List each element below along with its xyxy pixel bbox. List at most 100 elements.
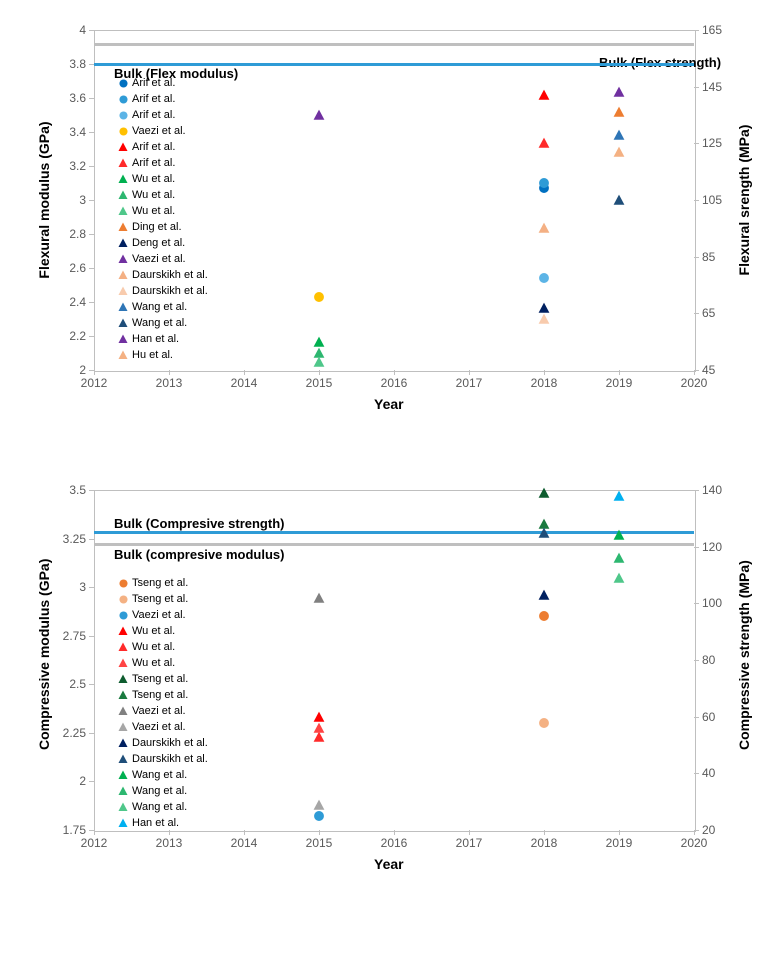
legend-label: Deng et al. [132, 237, 185, 249]
legend-label: Daurskikh et al. [132, 285, 208, 297]
data-point [313, 592, 325, 604]
legend-item: Wang et al. [114, 767, 208, 783]
data-point [538, 313, 550, 325]
legend-label: Wang et al. [132, 801, 187, 813]
legend-item: Arif et al. [114, 75, 208, 91]
legend-item: Arif et al. [114, 139, 208, 155]
yl-tick-label: 2.6 [69, 261, 86, 275]
legend-item: Wu et al. [114, 655, 208, 671]
data-point [313, 711, 325, 723]
legend-label: Wang et al. [132, 317, 187, 329]
legend-marker-icon [114, 611, 132, 620]
x-tick-label: 2014 [231, 376, 258, 390]
yr-tick-label: 120 [702, 540, 722, 554]
legend-label: Tseng et al. [132, 593, 188, 605]
x-tick-label: 2013 [156, 376, 183, 390]
legend-marker-icon [114, 158, 132, 168]
x-tick-label: 2015 [306, 376, 333, 390]
data-point [613, 572, 625, 584]
legend-label: Arif et al. [132, 109, 175, 121]
legend-item: Wu et al. [114, 187, 208, 203]
data-point [538, 302, 550, 314]
legend-marker-icon [114, 302, 132, 312]
legend-label: Wang et al. [132, 769, 187, 781]
yl-tick-label: 2.4 [69, 295, 86, 309]
legend-label: Daurskikh et al. [132, 753, 208, 765]
y-right-axis-label: Compressive strength (MPa) [736, 570, 752, 750]
x-tick-label: 2019 [606, 836, 633, 850]
legend-marker-icon [114, 238, 132, 248]
data-point [539, 718, 550, 729]
yl-tick-label: 3.6 [69, 91, 86, 105]
legend-item: Wu et al. [114, 203, 208, 219]
legend-label: Arif et al. [132, 77, 175, 89]
data-point [538, 89, 550, 101]
legend-label: Tseng et al. [132, 577, 188, 589]
legend-item: Han et al. [114, 331, 208, 347]
legend: Tseng et al. Tseng et al. Vaezi et al. Wu e… [114, 575, 208, 831]
x-tick-label: 2019 [606, 376, 633, 390]
legend-item: Ding et al. [114, 219, 208, 235]
legend-label: Tseng et al. [132, 689, 188, 701]
data-point [314, 291, 325, 302]
legend-label: Tseng et al. [132, 673, 188, 685]
legend-marker-icon [114, 595, 132, 604]
yl-tick-label: 2.5 [69, 677, 86, 691]
reference-label: Bulk (compresive modulus) [114, 547, 284, 562]
yl-tick-label: 3.2 [69, 159, 86, 173]
legend-marker-icon [114, 318, 132, 328]
legend-marker-icon [114, 770, 132, 780]
legend-item: Daurskikh et al. [114, 267, 208, 283]
legend-label: Vaezi et al. [132, 609, 186, 621]
legend-marker-icon [114, 95, 132, 104]
x-tick-label: 2016 [381, 836, 408, 850]
legend-item: Wu et al. [114, 623, 208, 639]
legend-marker-icon [114, 722, 132, 732]
yr-tick-label: 100 [702, 596, 722, 610]
legend-marker-icon [114, 254, 132, 264]
legend-item: Daurskikh et al. [114, 751, 208, 767]
legend: Arif et al.Arif et al.Arif et al.Vaezi e… [114, 75, 208, 363]
x-tick-label: 2015 [306, 836, 333, 850]
legend-marker-icon [114, 190, 132, 200]
reference-line [94, 543, 694, 546]
legend-marker-icon [114, 142, 132, 152]
legend-label: Vaezi et al. [132, 721, 186, 733]
yl-tick-label: 2.75 [63, 629, 86, 643]
yl-tick-label: 2.25 [63, 726, 86, 740]
legend-item: Wang et al. [114, 299, 208, 315]
legend-label: Wu et al. [132, 205, 175, 217]
legend-marker-icon [114, 626, 132, 636]
yr-tick-label: 65 [702, 306, 715, 320]
data-point [313, 799, 325, 811]
yr-tick-label: 45 [702, 363, 715, 377]
legend-item: Deng et al. [114, 235, 208, 251]
legend-label: Ding et al. [132, 221, 182, 233]
legend-marker-icon [114, 270, 132, 280]
data-point [538, 137, 550, 149]
legend-item: Tseng et al. [114, 591, 208, 607]
legend-label: Arif et al. [132, 93, 175, 105]
legend-marker-icon [114, 674, 132, 684]
legend-marker-icon [114, 174, 132, 184]
compressive-chart: 2012201320142015201620172018201920201.75… [24, 480, 744, 890]
legend-label: Hu et al. [132, 349, 173, 361]
legend-item: Daurskikh et al. [114, 735, 208, 751]
data-point [613, 552, 625, 564]
legend-marker-icon [114, 802, 132, 812]
legend-marker-icon [114, 786, 132, 796]
data-point [613, 146, 625, 158]
flexural-chart: 20122013201420152016201720182019202022.2… [24, 20, 744, 430]
legend-item: Arif et al. [114, 155, 208, 171]
legend-item: Han et al. [114, 815, 208, 831]
legend-label: Daurskikh et al. [132, 737, 208, 749]
legend-item: Wang et al. [114, 315, 208, 331]
x-tick-label: 2017 [456, 376, 483, 390]
data-point [539, 178, 550, 189]
yr-tick-label: 40 [702, 766, 715, 780]
legend-label: Vaezi et al. [132, 705, 186, 717]
yr-tick-label: 125 [702, 136, 722, 150]
yr-tick-label: 105 [702, 193, 722, 207]
legend-item: Arif et al. [114, 107, 208, 123]
legend-marker-icon [114, 206, 132, 216]
